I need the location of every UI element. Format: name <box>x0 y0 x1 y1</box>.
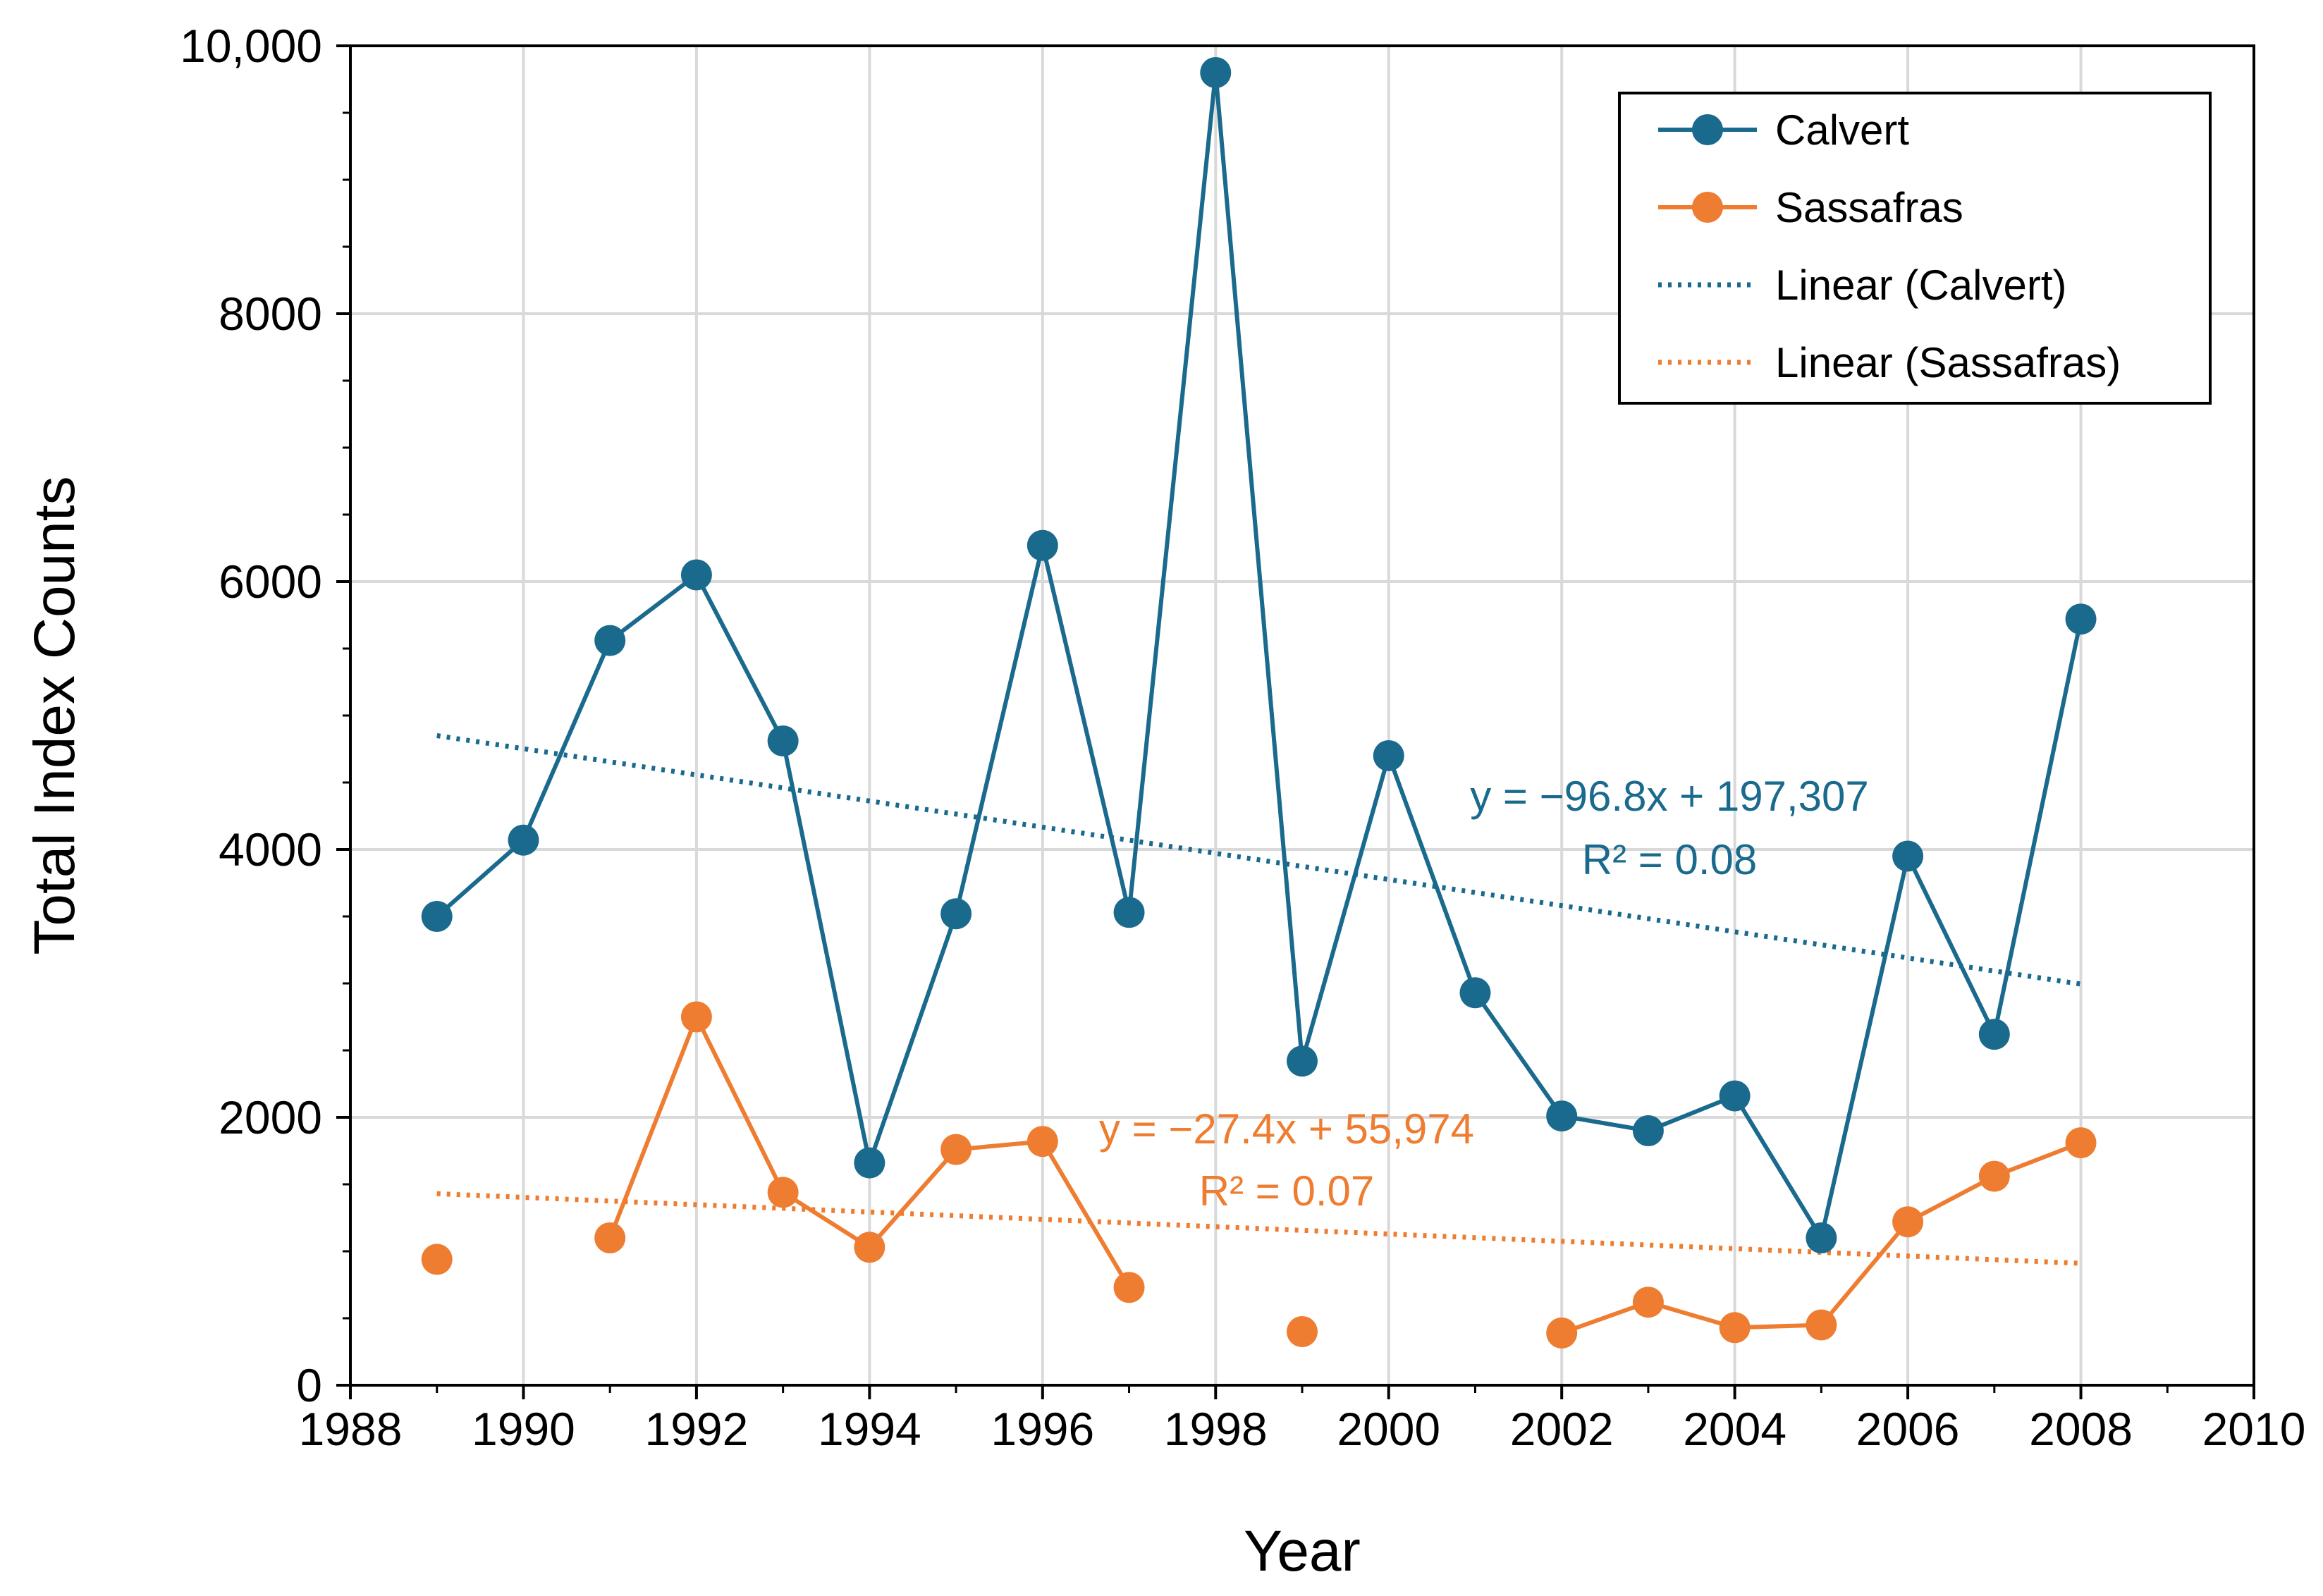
calvert-point <box>1632 1115 1664 1146</box>
sassafras-point <box>1026 1126 1058 1158</box>
legend-sassafras-trend-label: Linear (Sassafras) <box>1775 339 2121 386</box>
y-tick-label: 10,000 <box>180 20 322 72</box>
legend-calvert-label: Calvert <box>1775 106 1909 154</box>
legend: Calvert Sassafras Linear (Calvert) Linea… <box>1618 92 2212 405</box>
legend-sassafras-label: Sassafras <box>1775 184 1963 231</box>
calvert-trend-r2: R² = 0.08 <box>1582 836 1757 883</box>
x-tick-label: 2008 <box>2029 1403 2133 1455</box>
legend-calvert-trend-label: Linear (Calvert) <box>1775 262 2066 309</box>
sassafras-point <box>854 1232 885 1263</box>
calvert-point <box>1113 897 1145 928</box>
sassafras-trend-equation: y = −27.4x + 55,974 <box>1099 1105 1474 1153</box>
sassafras-point <box>1892 1206 1924 1238</box>
calvert-point <box>1373 740 1404 771</box>
x-axis-title: Year <box>1244 1519 1361 1583</box>
calvert-point <box>421 901 453 932</box>
calvert-point <box>1719 1080 1751 1112</box>
calvert-point <box>854 1147 885 1179</box>
legend-box <box>1618 92 2212 405</box>
calvert-point <box>1546 1100 1578 1132</box>
legend-sassafras-marker <box>1692 192 1723 223</box>
calvert-point <box>594 625 626 656</box>
x-tick-label: 1988 <box>299 1403 403 1455</box>
sassafras-point <box>1632 1287 1664 1318</box>
x-tick-label: 1998 <box>1164 1403 1268 1455</box>
sassafras-point <box>767 1177 799 1208</box>
y-tick-label: 0 <box>296 1359 322 1411</box>
x-tick-label: 2002 <box>1510 1403 1614 1455</box>
x-tick-label: 1990 <box>472 1403 575 1455</box>
calvert-point <box>508 824 539 856</box>
x-tick-label: 2004 <box>1683 1403 1786 1455</box>
calvert-point <box>680 559 712 591</box>
x-tick-label: 2010 <box>2202 1403 2306 1455</box>
calvert-line-segment <box>435 70 2083 1240</box>
calvert-point <box>1287 1045 1318 1077</box>
tick-labels: 1988 1990 1992 1994 1996 1998 2000 2002 2004 2006… <box>180 20 2305 1455</box>
x-tick-label: 1992 <box>644 1403 748 1455</box>
calvert-point <box>1978 1019 2010 1050</box>
trendline-linear-sassafras <box>436 1191 2081 1266</box>
sassafras-point <box>680 1001 712 1033</box>
calvert-point <box>1806 1222 1837 1253</box>
sassafras-point <box>1806 1309 1837 1341</box>
y-axis-title: Total Index Counts <box>23 476 87 954</box>
sassafras-point <box>1978 1160 2010 1192</box>
sassafras-point <box>940 1134 972 1165</box>
y-tick-label: 8000 <box>219 288 322 340</box>
calvert-point <box>1026 529 1058 561</box>
y-tick-label: 6000 <box>219 555 322 608</box>
sassafras-point <box>1287 1316 1318 1347</box>
x-tick-label: 1994 <box>818 1403 921 1455</box>
data-series <box>421 57 2097 1349</box>
calvert-point <box>940 898 972 930</box>
calvert-point <box>1200 57 1232 88</box>
trendline-linear-calvert <box>436 733 2082 987</box>
x-tick-label: 2000 <box>1337 1403 1440 1455</box>
x-tick-label: 2006 <box>1856 1403 1960 1455</box>
sassafras-trend-r2: R² = 0.07 <box>1199 1167 1374 1215</box>
sassafras-point <box>1719 1312 1751 1344</box>
calvert-trend-equation: y = −96.8x + 197,307 <box>1470 773 1868 820</box>
x-tick-label: 1996 <box>991 1403 1094 1455</box>
sassafras-point <box>421 1244 453 1275</box>
sassafras-point <box>594 1222 626 1253</box>
sassafras-point <box>1113 1272 1145 1303</box>
calvert-point <box>2065 603 2097 635</box>
y-tick-label: 4000 <box>219 823 322 876</box>
trendlines <box>436 733 2082 1266</box>
sassafras-point <box>2065 1127 2097 1159</box>
legend-calvert-marker <box>1692 114 1723 145</box>
calvert-point <box>1459 977 1491 1009</box>
sassafras-point <box>1546 1317 1578 1349</box>
calvert-point <box>767 725 799 757</box>
calvert-point <box>1892 840 1924 872</box>
axis-ticks <box>336 44 2255 1399</box>
y-tick-label: 2000 <box>219 1091 322 1143</box>
